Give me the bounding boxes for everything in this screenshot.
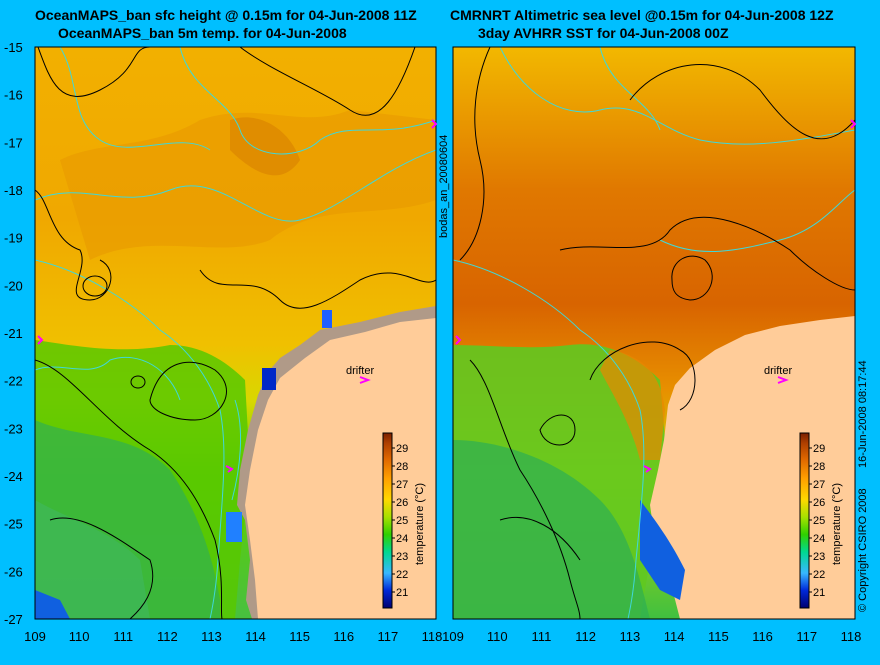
right-lon-tick-label: 115 [708,629,729,644]
left-lon-tick-label: 112 [157,629,178,644]
left-colorbar-label: temperature (°C) [414,483,426,565]
right-track-marker [643,465,652,473]
right-colorbar-label: temperature (°C) [831,483,843,565]
lat-tick-label: -25 [4,517,23,532]
colorbar-tick-label: 25 [396,515,408,527]
left-lon-tick-label: 113 [201,629,222,644]
colorbar-tick-label: 23 [813,551,825,563]
right-lon-tick-label: 114 [664,629,685,644]
lat-tick-label: -21 [4,326,23,341]
left-colorbar-gradient [382,432,393,609]
left-drifter-marker [359,376,371,384]
right-lon-tick-label: 116 [752,629,773,644]
left-edge-marker-2 [431,119,438,129]
right-lon-tick-label: 109 [442,629,464,644]
colorbar-tick-label: 22 [813,569,825,581]
left-lon-tick-label: 115 [289,629,310,644]
lat-tick-label: -20 [4,278,23,293]
colorbar-tick-label: 28 [813,461,825,473]
colorbar-tick-label: 21 [396,587,408,599]
right-lon-tick-label: 117 [796,629,817,644]
left-lon-tick-label: 118 [422,629,443,644]
colorbar-tick-label: 24 [813,533,825,545]
copyright-label: © Copyright CSIRO 2008 [857,488,869,612]
colorbar-tick-label: 24 [396,533,408,545]
right-edge-marker-2 [850,119,857,129]
colorbar-tick-label: 26 [813,497,825,509]
right-lon-tick-label: 112 [575,629,596,644]
left-lon-tick-label: 114 [245,629,266,644]
left-lon-tick-label: 109 [24,629,46,644]
colorbar-tick-label: 27 [396,479,408,491]
lat-tick-label: -16 [4,88,23,103]
colorbar-tick-label: 26 [396,497,408,509]
left-track-marker [225,465,234,473]
right-colorbar-gradient [799,432,810,609]
right-map-frame [452,46,856,620]
right-drifter-label: drifter [764,365,792,377]
lat-tick-label: -23 [4,421,23,436]
left-colorbar: 29 28 27 26 25 24 23 22 21 temperature (°C) [382,432,426,609]
lat-tick-label: -22 [4,374,23,389]
right-colorbar-ticks: 29 28 27 26 25 24 23 22 21 [809,443,825,599]
right-lon-tick-label: 113 [620,629,641,644]
left-lon-tick-label: 116 [333,629,354,644]
left-title-line2: OceanMAPS_ban 5m temp. for 04-Jun-2008 [58,25,347,41]
colorbar-tick-label: 27 [813,479,825,491]
colorbar-tick-label: 22 [396,569,408,581]
right-map-panel [453,47,855,619]
lat-tick-label: -27 [4,612,23,627]
lat-tick-label: -24 [4,469,23,484]
left-map-frame [34,46,437,620]
right-drifter-marker [777,376,789,384]
colorbar-tick-label: 29 [813,443,825,455]
left-lon-tick-label: 111 [113,629,133,644]
axis-labels: -15-16-17-18-19-20-21-22-23-24-25-26-271… [4,40,861,644]
left-drifter: drifter [346,365,374,384]
left-drifter-label: drifter [346,365,374,377]
date-stamp-label: 16-Jun-2008 08:17:44 [857,360,869,468]
right-edge-marker [455,335,462,345]
lat-tick-label: -18 [4,183,23,198]
right-drifter: drifter [764,365,792,384]
left-lon-tick-label: 117 [378,629,399,644]
colorbar-tick-label: 28 [396,461,408,473]
left-colorbar-ticks: 29 28 27 26 25 24 23 22 21 [392,443,408,599]
left-title-line1: OceanMAPS_ban sfc height @ 0.15m for 04-… [35,7,417,23]
lat-tick-label: -15 [4,40,23,55]
left-map-panel [35,47,436,619]
right-lon-tick-label: 111 [532,629,552,644]
lat-tick-label: -26 [4,564,23,579]
right-colorbar: 29 28 27 26 25 24 23 22 21 temperature (°C) [799,432,843,609]
colorbar-tick-label: 25 [813,515,825,527]
right-title-line2: 3day AVHRR SST for 04-Jun-2008 00Z [478,25,729,41]
right-lon-tick-label: 110 [487,629,508,644]
colorbar-tick-label: 29 [396,443,408,455]
lat-tick-label: -19 [4,231,23,246]
left-lon-tick-label: 110 [69,629,90,644]
lat-tick-label: -17 [4,135,23,150]
colorbar-tick-label: 21 [813,587,825,599]
left-edge-marker [37,335,44,345]
right-lon-tick-label: 118 [841,629,862,644]
side-id-label: bodas_an_20080604 [438,135,450,238]
colorbar-tick-label: 23 [396,551,408,563]
right-title-line1: CMRNRT Altimetric sea level @0.15m for 0… [450,7,834,23]
